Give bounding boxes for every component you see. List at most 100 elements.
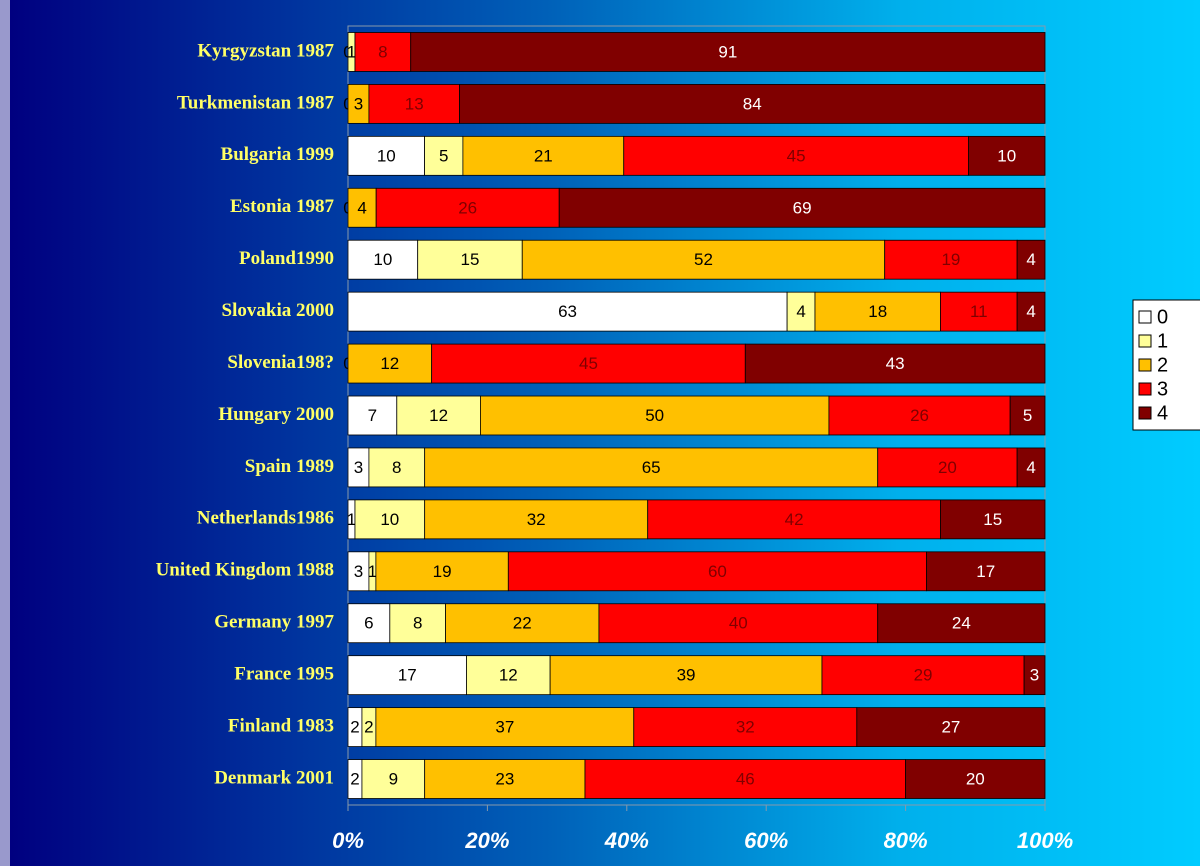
bar-segment bbox=[968, 135, 1046, 176]
value-label: 45 bbox=[579, 354, 598, 373]
value-label: 4 bbox=[1026, 458, 1035, 477]
bar-segment bbox=[347, 603, 391, 644]
bar-segment bbox=[375, 187, 560, 228]
bar-segment bbox=[558, 187, 1046, 228]
value-label: 3 bbox=[1030, 666, 1039, 685]
y-tick-label: Kyrgyzstan 1987 bbox=[197, 40, 334, 61]
value-label: 32 bbox=[736, 718, 755, 737]
x-tick-label: 40% bbox=[604, 828, 649, 853]
value-label: 42 bbox=[785, 510, 804, 529]
bar-segment bbox=[375, 551, 509, 592]
value-label: 15 bbox=[983, 510, 1002, 529]
bar-segment bbox=[354, 32, 412, 72]
value-label: 20 bbox=[966, 770, 985, 789]
bar-segment bbox=[347, 239, 419, 280]
bar-segment bbox=[521, 239, 886, 280]
bar-segment bbox=[396, 395, 481, 436]
value-label: 45 bbox=[787, 146, 806, 165]
bar-segment bbox=[507, 551, 927, 592]
value-label: 43 bbox=[886, 354, 905, 373]
value-label: 39 bbox=[677, 666, 696, 685]
bar-segment bbox=[633, 707, 858, 747]
value-label: 2 bbox=[350, 718, 359, 737]
y-tick-label: Poland1990 bbox=[239, 248, 334, 269]
value-label: 63 bbox=[558, 302, 577, 321]
value-label: 12 bbox=[380, 354, 399, 373]
bar-segment bbox=[424, 759, 586, 799]
value-label: 19 bbox=[433, 562, 452, 581]
value-label: 15 bbox=[461, 250, 480, 269]
value-label: 24 bbox=[952, 614, 971, 633]
legend-swatch bbox=[1138, 334, 1152, 348]
bar-segment bbox=[361, 759, 426, 799]
bar-segment bbox=[905, 759, 1046, 799]
bar-segment bbox=[828, 395, 1011, 436]
value-label: 8 bbox=[413, 614, 422, 633]
value-label: 5 bbox=[1023, 406, 1032, 425]
value-label: 6 bbox=[364, 614, 373, 633]
bar-segment bbox=[347, 187, 377, 228]
value-label: 12 bbox=[499, 666, 518, 685]
bar-segment bbox=[410, 32, 1046, 72]
legend-swatch bbox=[1138, 358, 1152, 372]
bar-segment bbox=[926, 551, 1046, 592]
y-tick-label: France 1995 bbox=[234, 664, 334, 685]
bar-segment bbox=[375, 707, 635, 747]
value-label: 4 bbox=[1026, 250, 1035, 269]
value-label: 8 bbox=[392, 458, 401, 477]
bar-segment bbox=[814, 291, 941, 332]
bar-segment bbox=[821, 655, 1025, 696]
value-label: 29 bbox=[914, 666, 933, 685]
value-label: 52 bbox=[694, 250, 713, 269]
value-label: 7 bbox=[368, 406, 377, 425]
legend-label: 1 bbox=[1157, 330, 1168, 352]
value-label: 91 bbox=[718, 42, 737, 61]
bar-segment bbox=[368, 84, 460, 124]
bar-segment bbox=[598, 603, 879, 644]
y-tick-label: United Kingdom 1988 bbox=[156, 560, 334, 581]
value-label: 3 bbox=[354, 458, 363, 477]
bar-segment bbox=[459, 84, 1046, 124]
value-label: 22 bbox=[513, 614, 532, 633]
value-label: 37 bbox=[495, 718, 514, 737]
value-label: 46 bbox=[736, 770, 755, 789]
bar-segment bbox=[480, 395, 830, 436]
value-label: 10 bbox=[997, 146, 1016, 165]
value-label: 20 bbox=[938, 458, 957, 477]
value-label: 4 bbox=[357, 198, 366, 217]
x-tick-label: 80% bbox=[884, 828, 928, 853]
bar-segment bbox=[786, 291, 816, 332]
value-label: 21 bbox=[534, 146, 553, 165]
bar-segment bbox=[347, 343, 433, 384]
bar-segment bbox=[584, 759, 906, 799]
bar-segment bbox=[549, 655, 823, 696]
value-label: 10 bbox=[377, 146, 396, 165]
x-tick-label: 0% bbox=[332, 828, 364, 853]
bar-segment bbox=[354, 499, 426, 540]
value-label: 26 bbox=[910, 406, 929, 425]
y-tick-label: Estonia 1987 bbox=[230, 196, 334, 217]
bar-segment bbox=[462, 135, 625, 176]
bar-segment bbox=[417, 239, 523, 280]
bar-segment bbox=[347, 395, 398, 436]
value-label: 1 bbox=[347, 510, 356, 529]
legend-label: 2 bbox=[1157, 354, 1168, 376]
y-tick-label: Slovenia198? bbox=[227, 352, 334, 373]
bar-segment bbox=[1016, 291, 1046, 332]
y-tick-label: Finland 1983 bbox=[228, 715, 334, 736]
legend-swatch bbox=[1138, 382, 1152, 396]
y-tick-label: Netherlands1986 bbox=[197, 508, 334, 529]
value-label: 4 bbox=[1026, 302, 1035, 321]
x-tick-label: 20% bbox=[464, 828, 509, 853]
value-label: 12 bbox=[429, 406, 448, 425]
legend-swatch bbox=[1138, 406, 1152, 420]
y-tick-label: Germany 1997 bbox=[214, 612, 334, 633]
value-label: 69 bbox=[793, 198, 812, 217]
value-label: 17 bbox=[976, 562, 995, 581]
bar-segment bbox=[1009, 395, 1046, 436]
bar-segment bbox=[445, 603, 600, 644]
bar-segment bbox=[940, 499, 1046, 540]
bar-segment bbox=[347, 655, 467, 696]
value-label: 40 bbox=[729, 614, 748, 633]
